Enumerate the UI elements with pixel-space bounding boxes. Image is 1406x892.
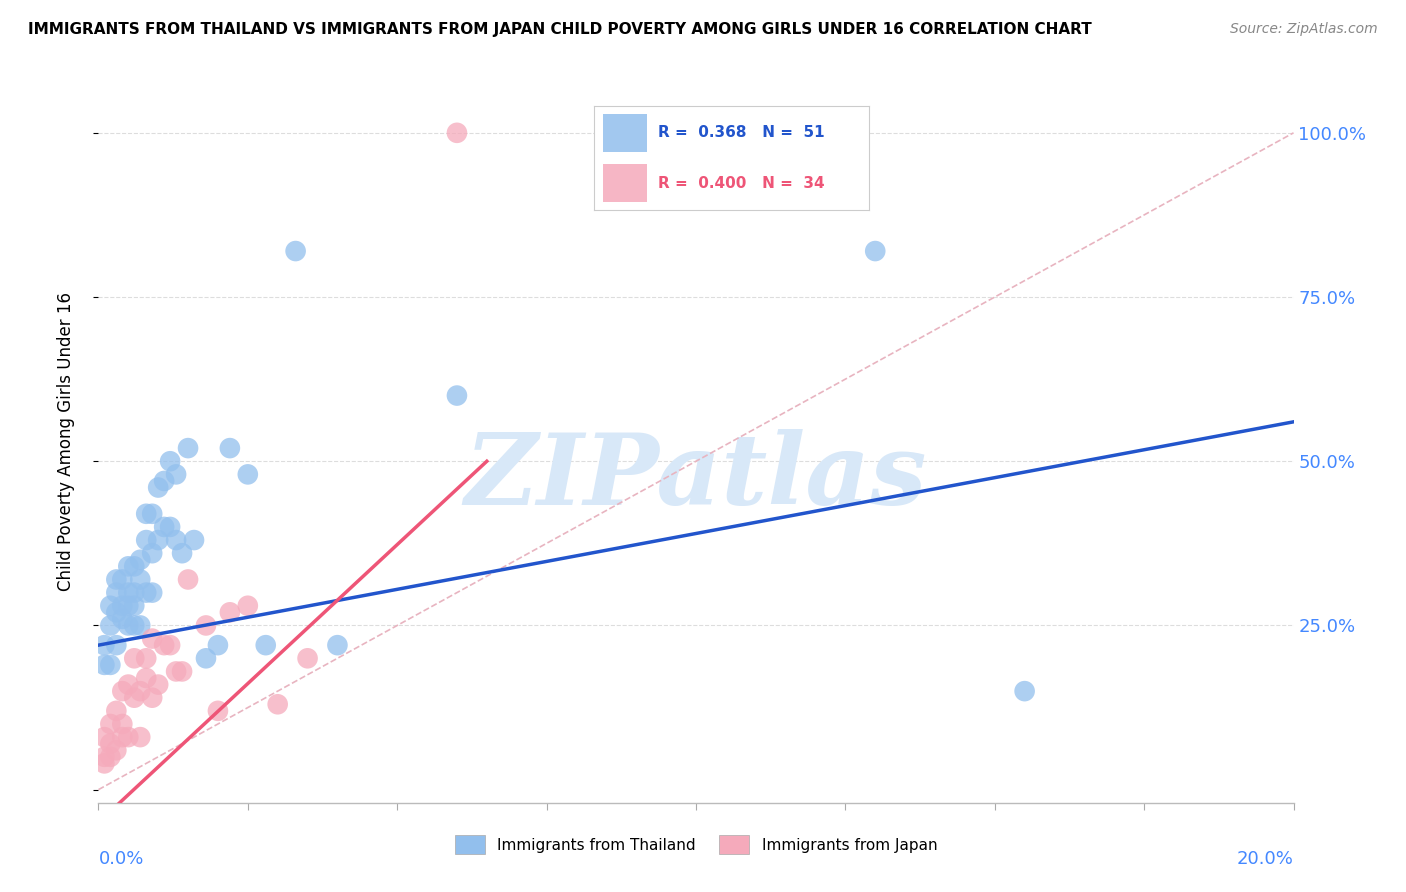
Point	[117, 730, 139, 744]
Point	[117, 677, 139, 691]
Point	[105, 704, 128, 718]
Point	[326, 638, 349, 652]
Point	[236, 599, 259, 613]
Point	[446, 388, 468, 402]
Point	[117, 599, 139, 613]
Point	[135, 585, 157, 599]
Point	[655, 126, 678, 140]
Point	[135, 651, 157, 665]
Point	[105, 605, 128, 619]
Point	[129, 684, 152, 698]
Point	[172, 546, 194, 560]
Point	[165, 665, 187, 679]
Point	[129, 618, 152, 632]
Point	[93, 638, 115, 652]
Point	[117, 559, 139, 574]
Point	[124, 559, 146, 574]
Point	[141, 507, 163, 521]
Point	[124, 618, 146, 632]
Point	[195, 618, 218, 632]
Point	[159, 454, 181, 468]
Text: Source: ZipAtlas.com: Source: ZipAtlas.com	[1230, 22, 1378, 37]
Point	[207, 638, 229, 652]
Point	[98, 618, 122, 632]
Point	[98, 749, 122, 764]
Point	[148, 481, 170, 495]
Point	[135, 533, 157, 547]
Point	[98, 657, 122, 672]
Point	[105, 743, 128, 757]
Point	[141, 585, 163, 599]
Point	[267, 698, 290, 712]
Point	[297, 651, 319, 665]
Point	[446, 126, 468, 140]
Point	[124, 599, 146, 613]
Point	[236, 467, 259, 482]
Point	[124, 651, 146, 665]
Point	[159, 638, 181, 652]
Point	[219, 441, 242, 455]
Point	[135, 671, 157, 685]
Point	[93, 749, 115, 764]
Point	[111, 599, 134, 613]
Text: ZIPatlas: ZIPatlas	[465, 429, 927, 526]
Point	[153, 638, 176, 652]
Point	[111, 717, 134, 731]
Point	[105, 573, 128, 587]
Point	[148, 533, 170, 547]
Point	[177, 573, 200, 587]
Point	[195, 651, 218, 665]
Text: IMMIGRANTS FROM THAILAND VS IMMIGRANTS FROM JAPAN CHILD POVERTY AMONG GIRLS UNDE: IMMIGRANTS FROM THAILAND VS IMMIGRANTS F…	[28, 22, 1092, 37]
Point	[111, 612, 134, 626]
Point	[141, 632, 163, 646]
Point	[105, 638, 128, 652]
Point	[93, 756, 115, 771]
Legend: Immigrants from Thailand, Immigrants from Japan: Immigrants from Thailand, Immigrants fro…	[449, 830, 943, 860]
Point	[153, 474, 176, 488]
Point	[117, 618, 139, 632]
Point	[177, 441, 200, 455]
Text: 20.0%: 20.0%	[1237, 850, 1294, 868]
Point	[284, 244, 307, 258]
Point	[93, 730, 115, 744]
Point	[124, 585, 146, 599]
Point	[93, 657, 115, 672]
Y-axis label: Child Poverty Among Girls Under 16: Child Poverty Among Girls Under 16	[56, 292, 75, 591]
Point	[159, 520, 181, 534]
Point	[124, 690, 146, 705]
Point	[129, 573, 152, 587]
Point	[98, 717, 122, 731]
Point	[165, 533, 187, 547]
Point	[141, 546, 163, 560]
Point	[207, 704, 229, 718]
Point	[141, 690, 163, 705]
Point	[254, 638, 277, 652]
Point	[219, 605, 242, 619]
Point	[105, 585, 128, 599]
Point	[165, 467, 187, 482]
Point	[135, 507, 157, 521]
Point	[129, 730, 152, 744]
Point	[111, 573, 134, 587]
Point	[148, 677, 170, 691]
Point	[98, 737, 122, 751]
Point	[153, 520, 176, 534]
Text: 0.0%: 0.0%	[98, 850, 143, 868]
Point	[183, 533, 205, 547]
Point	[117, 585, 139, 599]
Point	[865, 244, 887, 258]
Point	[111, 730, 134, 744]
Point	[111, 684, 134, 698]
Point	[129, 553, 152, 567]
Point	[98, 599, 122, 613]
Point	[1014, 684, 1036, 698]
Point	[172, 665, 194, 679]
